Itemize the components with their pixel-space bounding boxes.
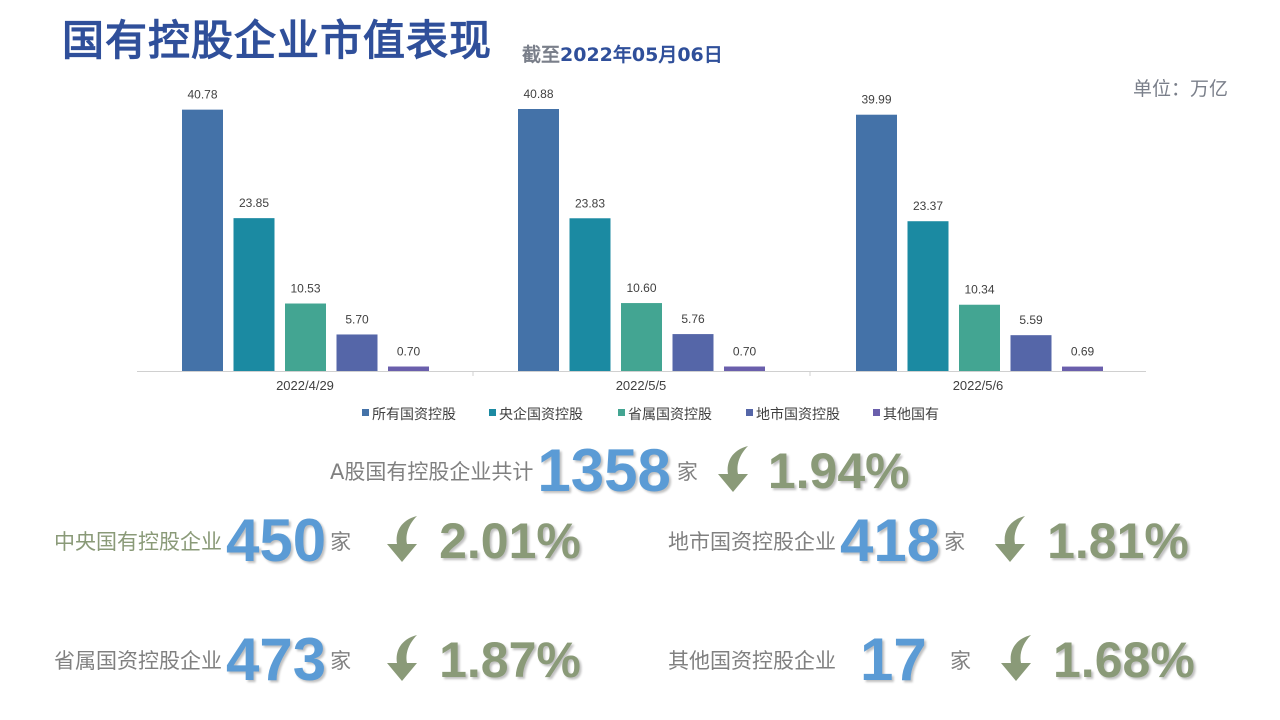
as-of-value: 2022年05月06日	[560, 44, 723, 66]
data-label: 5.70	[345, 312, 369, 326]
legend-swatch	[489, 409, 496, 416]
bar-3-1	[285, 303, 326, 371]
bar-1-3	[856, 114, 897, 371]
legend-swatch	[746, 409, 753, 416]
bar-1-2	[518, 109, 559, 371]
stat-other-count: 17	[860, 626, 927, 693]
data-label: 39.99	[861, 93, 891, 107]
stat-city-label: 地市国资控股企业	[668, 529, 836, 554]
data-label: 0.69	[1071, 345, 1095, 359]
bar-3-2	[621, 303, 662, 371]
bar-4-1	[336, 334, 378, 371]
stat-provincial-unit: 家	[330, 648, 352, 673]
data-label: 5.76	[681, 312, 705, 326]
bar-4-2	[672, 334, 714, 371]
data-label: 40.88	[523, 87, 553, 101]
data-label: 10.53	[290, 282, 320, 296]
legend-entry: 央企国资控股	[499, 406, 583, 423]
stat-provincial-change: 1.87%	[439, 631, 581, 688]
bar-chart: 40.78 40.88 39.99 23.85 23.83 23.37 10.53 10.60…	[137, 87, 1146, 423]
stat-other: 其他国资控股企业 17 家 1.68%	[668, 625, 1195, 694]
legend-entry: 所有国资控股	[372, 407, 456, 423]
legend-swatch	[873, 409, 880, 416]
as-of-prefix: 截至	[522, 44, 561, 66]
data-label: 0.70	[733, 345, 757, 359]
legend-entry: 地市国资控股	[756, 406, 840, 423]
stat-other-change: 1.68%	[1053, 631, 1195, 688]
down-arrow-icon	[995, 633, 1039, 687]
stat-total-count: 1358	[537, 437, 671, 504]
stat-city-count: 418	[840, 507, 941, 574]
data-label: 23.83	[575, 196, 605, 210]
data-label: 10.34	[964, 283, 994, 297]
stat-total-unit: 家	[676, 459, 698, 484]
data-label: 23.85	[239, 196, 269, 210]
legend-entry: 省属国资控股	[628, 407, 712, 423]
down-arrow-icon	[712, 444, 756, 498]
data-label: 5.59	[1019, 313, 1043, 327]
stat-provincial: 省属国资控股企业 473 家 1.87%	[54, 625, 581, 694]
stat-provincial-label: 省属国资控股企业	[54, 648, 222, 673]
stat-city: 地市国资控股企业 418 家 1.81%	[668, 506, 1189, 575]
down-arrow-icon	[989, 514, 1033, 568]
bar-5-3	[1062, 366, 1103, 371]
stat-city-change: 1.81%	[1047, 512, 1189, 569]
down-arrow-icon	[381, 514, 425, 568]
bar-5-2	[724, 366, 765, 371]
stat-total-change: 1.94%	[767, 442, 910, 499]
stat-central: 中央国有控股企业 450 家 2.01%	[54, 506, 581, 575]
legend-swatch	[362, 409, 369, 416]
bar-3-3	[959, 304, 1000, 371]
x-tick-label: 2022/5/6	[953, 378, 1004, 393]
bar-1-1	[182, 109, 223, 371]
bar-5-1	[388, 366, 429, 371]
stat-central-unit: 家	[330, 529, 352, 554]
data-label: 40.78	[187, 88, 217, 102]
bar-2-2	[569, 218, 611, 371]
stat-central-label: 中央国有控股企业	[54, 529, 222, 554]
bar-4-3	[1010, 335, 1052, 371]
stat-central-count: 450	[226, 507, 327, 574]
stat-other-label: 其他国资控股企业	[668, 648, 836, 673]
stat-other-unit: 家	[950, 648, 971, 673]
stat-total-label: A股国有控股企业共计	[330, 459, 534, 484]
x-tick-label: 2022/5/5	[616, 378, 667, 393]
stat-provincial-count: 473	[226, 626, 327, 693]
stat-central-change: 2.01%	[439, 512, 581, 569]
legend-swatch	[618, 409, 625, 416]
x-tick-label: 2022/4/29	[276, 378, 334, 393]
bar-2-1	[233, 218, 275, 371]
legend-entry: 其他国有	[883, 407, 939, 423]
as-of-date: 截至2022年05月06日	[522, 42, 723, 68]
bar-2-3	[907, 221, 949, 371]
page-title: 国有控股企业市值表现	[62, 16, 493, 65]
stat-total: A股国有控股企业共计 1358 家 1.94%	[330, 436, 910, 505]
data-label: 0.70	[397, 345, 421, 359]
down-arrow-icon	[381, 633, 425, 687]
stat-city-unit: 家	[944, 529, 966, 554]
data-label: 10.60	[626, 281, 656, 295]
unit-label: 单位：万亿	[1132, 78, 1228, 100]
data-label: 23.37	[913, 199, 943, 213]
